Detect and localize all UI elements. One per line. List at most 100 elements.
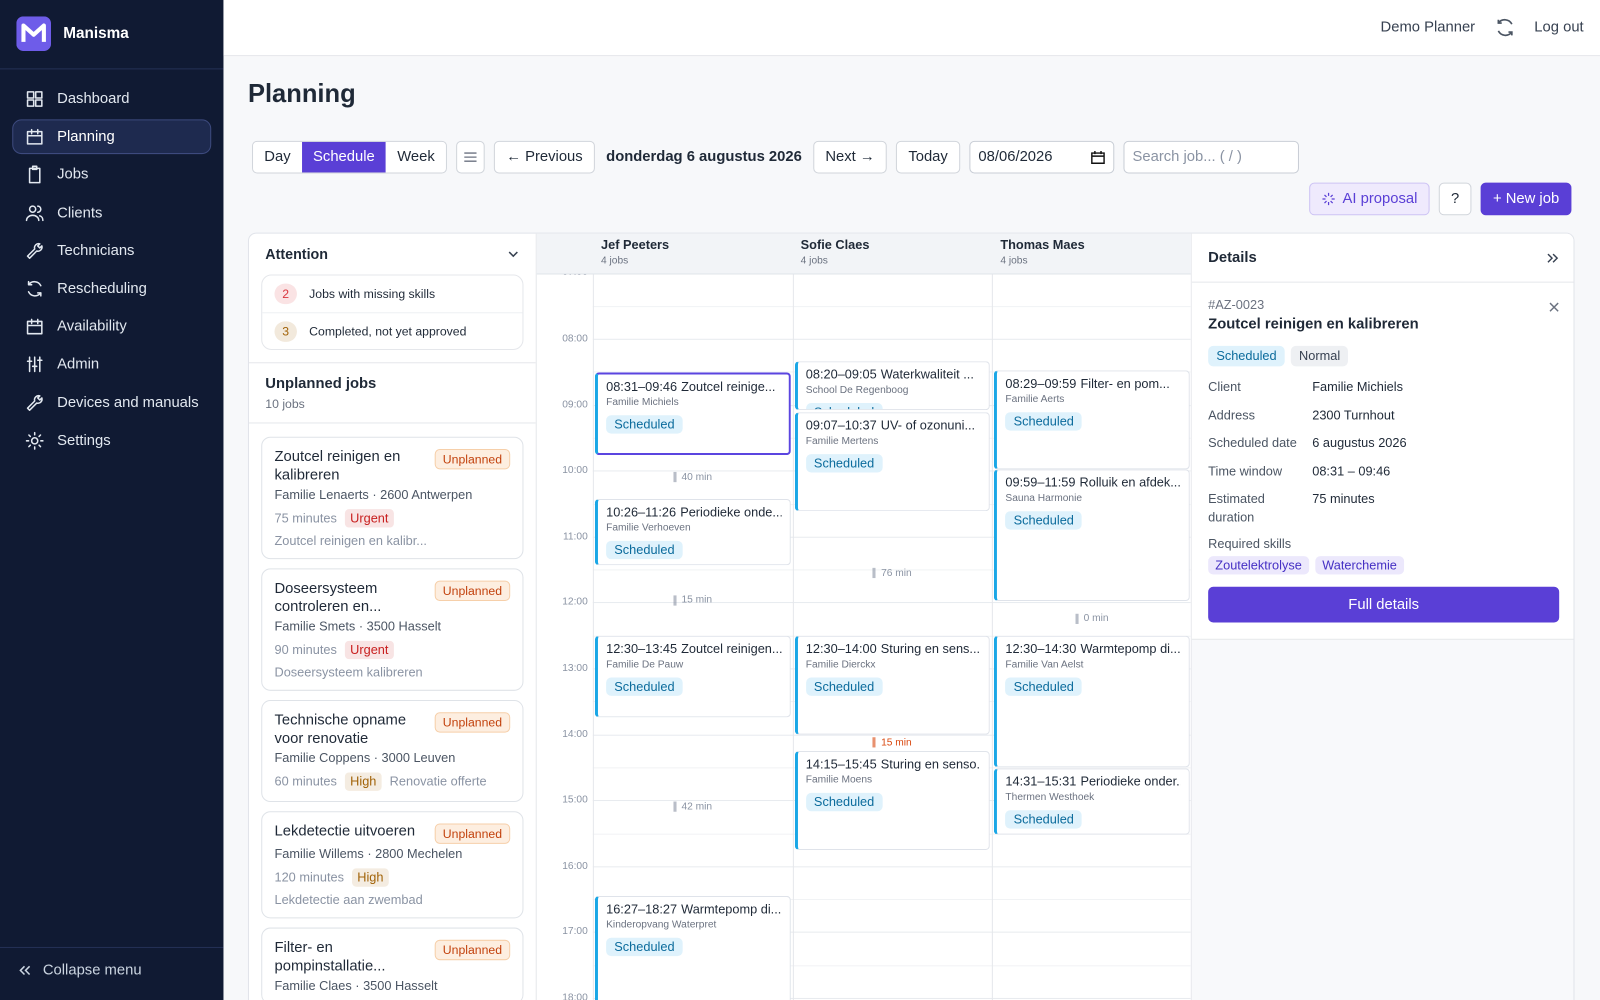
- job-card[interactable]: Filter- en pompinstallatie... Unplanned Fa…: [261, 927, 524, 1000]
- search-placeholder: Search job... ( / ): [1132, 148, 1242, 166]
- job-event[interactable]: 08:29–09:59 Filter- en pom... Familie Aert…: [994, 370, 1190, 470]
- job-card-head: Zoutcel reinigen en kalibreren Unplanned: [274, 448, 511, 485]
- nav-item[interactable]: Admin: [12, 347, 211, 382]
- search-input[interactable]: Search job... ( / ): [1123, 140, 1299, 174]
- job-duration: 60 minutes: [274, 774, 337, 789]
- hour-label: 15:00: [562, 794, 588, 806]
- icon-path: [1322, 192, 1335, 206]
- user-name[interactable]: Demo Planner: [1380, 19, 1476, 36]
- hour-label: 18:00: [562, 992, 588, 1000]
- event-client: Sauna Harmonie: [1005, 492, 1083, 505]
- event-time: 12:30–14:00: [805, 641, 877, 656]
- full-details-button[interactable]: Full details: [1208, 586, 1560, 623]
- priority-pill: High: [352, 868, 389, 887]
- date-input[interactable]: 08/06/2026: [969, 140, 1115, 174]
- unplanned-list: Zoutcel reinigen en kalibreren Unplanned F…: [249, 423, 536, 1000]
- job-event[interactable]: 10:26–11:26 Periodieke onde... Familie Ver…: [594, 499, 791, 566]
- event-time: 10:26–11:26: [606, 505, 677, 520]
- nav-icon: [25, 431, 44, 450]
- details-panel: Details #AZ-0023 Zoutcel reinigen en kal…: [1191, 233, 1574, 1000]
- help-button[interactable]: ?: [1438, 182, 1472, 216]
- nav-icon: [26, 129, 43, 145]
- event-line: 14:31–15:31 Periodieke onder...: [1005, 774, 1180, 788]
- job-event[interactable]: 12:30–14:00 Sturing en sens... Familie Die…: [794, 635, 991, 735]
- job-description: Zoutcel reinigen en kalibr...: [274, 533, 427, 548]
- calendar: Jef Peeters 4 jobs Sofie Claes 4 jobs Thomas…: [536, 233, 1192, 1000]
- nav-item[interactable]: Devices and manuals: [12, 385, 211, 420]
- collapse-details[interactable]: [1545, 251, 1559, 265]
- attention-item[interactable]: 3 Completed, not yet approved: [262, 312, 523, 349]
- job-card[interactable]: Technische opname voor renovatie Unplanne…: [261, 699, 524, 803]
- job-event[interactable]: 16:27–18:27 Warmtepomp di... Kinderopvang …: [594, 895, 791, 1000]
- nav-item[interactable]: Planning: [12, 119, 212, 155]
- priority-pill: Urgent: [345, 640, 394, 660]
- job-title: Filter- en pompinstallatie...: [274, 939, 386, 974]
- gap-bar: [1075, 613, 1079, 624]
- technician-jobs: 4 jobs: [800, 255, 828, 267]
- nav-label: Technicians: [57, 242, 135, 259]
- job-card[interactable]: Zoutcel reinigen en kalibreren Unplanned F…: [261, 436, 524, 560]
- calendar-body: 07:00 08:00 09:00 10:00 11:00 12:00 13:00 14:00…: [537, 274, 1191, 1000]
- job-event[interactable]: 09:07–10:37 UV- of ozonuni... Familie Mert…: [794, 412, 991, 512]
- job-event[interactable]: 12:30–13:45 Zoutcel reinigen... Familie De…: [594, 635, 791, 718]
- field-value: 2300 Turnhout: [1312, 407, 1395, 422]
- new-job-button[interactable]: + New job: [1480, 182, 1572, 216]
- event-status: Scheduled: [805, 792, 883, 811]
- attention-item[interactable]: 2 Jobs with missing skills: [262, 276, 522, 313]
- details-body: #AZ-0023 Zoutcel reinigen en kalibreren …: [1192, 283, 1574, 623]
- refresh-icon[interactable]: [1493, 16, 1515, 38]
- nav-item[interactable]: Dashboard: [12, 82, 211, 117]
- today-button[interactable]: Today: [896, 140, 961, 174]
- job-card[interactable]: Doseersysteem controleren en... Unplanned…: [261, 568, 524, 691]
- board: Attention 2 Jobs with missing skills 3 Comp…: [247, 232, 1575, 1000]
- job-title: Doseersysteem controleren en...: [274, 580, 382, 615]
- event-title: Zoutcel reinige...: [681, 379, 776, 395]
- job-event[interactable]: 14:31–15:31 Periodieke onder... Thermen We…: [994, 768, 1190, 835]
- hour-label: 14:00: [562, 728, 588, 740]
- technician-name: Thomas Maes: [1000, 237, 1085, 253]
- job-event[interactable]: 09:59–11:59 Rolluik en afdek... Sauna Harm…: [994, 469, 1190, 602]
- current-date: donderdag 6 augustus 2026: [606, 148, 802, 166]
- view-button[interactable]: Day: [253, 141, 302, 173]
- unplanned-title: Unplanned jobs: [265, 375, 377, 392]
- nav-item[interactable]: Settings: [12, 423, 211, 458]
- next-button[interactable]: Next →: [813, 140, 887, 174]
- collapse-menu[interactable]: Collapse menu: [16, 962, 142, 979]
- nav-item[interactable]: Jobs: [12, 158, 211, 193]
- job-event[interactable]: 08:20–09:05 Waterkwaliteit ... School De R…: [794, 360, 991, 411]
- job-card-head: Technische opname voor renovatie Unplanne…: [274, 712, 511, 748]
- attention-header[interactable]: Attention: [249, 234, 536, 275]
- view-button[interactable]: Schedule: [301, 141, 386, 173]
- half-hour-line: [592, 305, 1191, 307]
- nav-item[interactable]: Clients: [12, 195, 211, 230]
- job-event[interactable]: 14:15–15:45 Sturing en senso... Familie Mo…: [794, 750, 991, 850]
- logout[interactable]: Log out: [1534, 19, 1584, 36]
- job-event[interactable]: 12:30–14:30 Warmtepomp di... Familie Van A…: [994, 635, 1190, 768]
- job-card[interactable]: Lekdetectie uitvoeren Unplanned Familie Wi…: [261, 811, 524, 919]
- event-line: 12:30–14:00 Sturing en sens...: [806, 642, 981, 656]
- nav-icon: [26, 356, 43, 373]
- job-client: Familie Willems · 2800 Mechelen: [274, 846, 463, 862]
- nav-item[interactable]: Rescheduling: [12, 271, 211, 306]
- event-status: Scheduled: [1005, 412, 1083, 431]
- column-line: [592, 274, 594, 1000]
- job-meta: 60 minutes High Renovatie offerte: [274, 772, 510, 791]
- event-client: Familie De Pauw: [606, 658, 684, 671]
- close-icon[interactable]: [1549, 302, 1559, 312]
- gap-text: 40 min: [681, 471, 713, 483]
- icon-path: [25, 431, 44, 450]
- menu-button[interactable]: [456, 140, 485, 174]
- nav-item[interactable]: Availability: [12, 309, 211, 344]
- event-line: 08:20–09:05 Waterkwaliteit ...: [806, 367, 981, 381]
- nav-item[interactable]: Technicians: [12, 233, 211, 268]
- icon-path: [26, 394, 43, 411]
- job-event[interactable]: 08:31–09:46 Zoutcel reinige... Familie Mic…: [594, 372, 791, 456]
- gap-text: 42 min: [681, 801, 713, 813]
- hour-line: [592, 932, 1191, 934]
- ai-proposal-button[interactable]: AI proposal: [1308, 182, 1430, 216]
- technician-name: Jef Peeters: [601, 237, 670, 253]
- job-client: Familie Lenaerts · 2600 Antwerpen: [274, 487, 473, 503]
- previous-button[interactable]: ← Previous: [493, 140, 595, 174]
- event-client: Familie Verhoeven: [606, 522, 691, 534]
- view-button[interactable]: Week: [385, 141, 446, 173]
